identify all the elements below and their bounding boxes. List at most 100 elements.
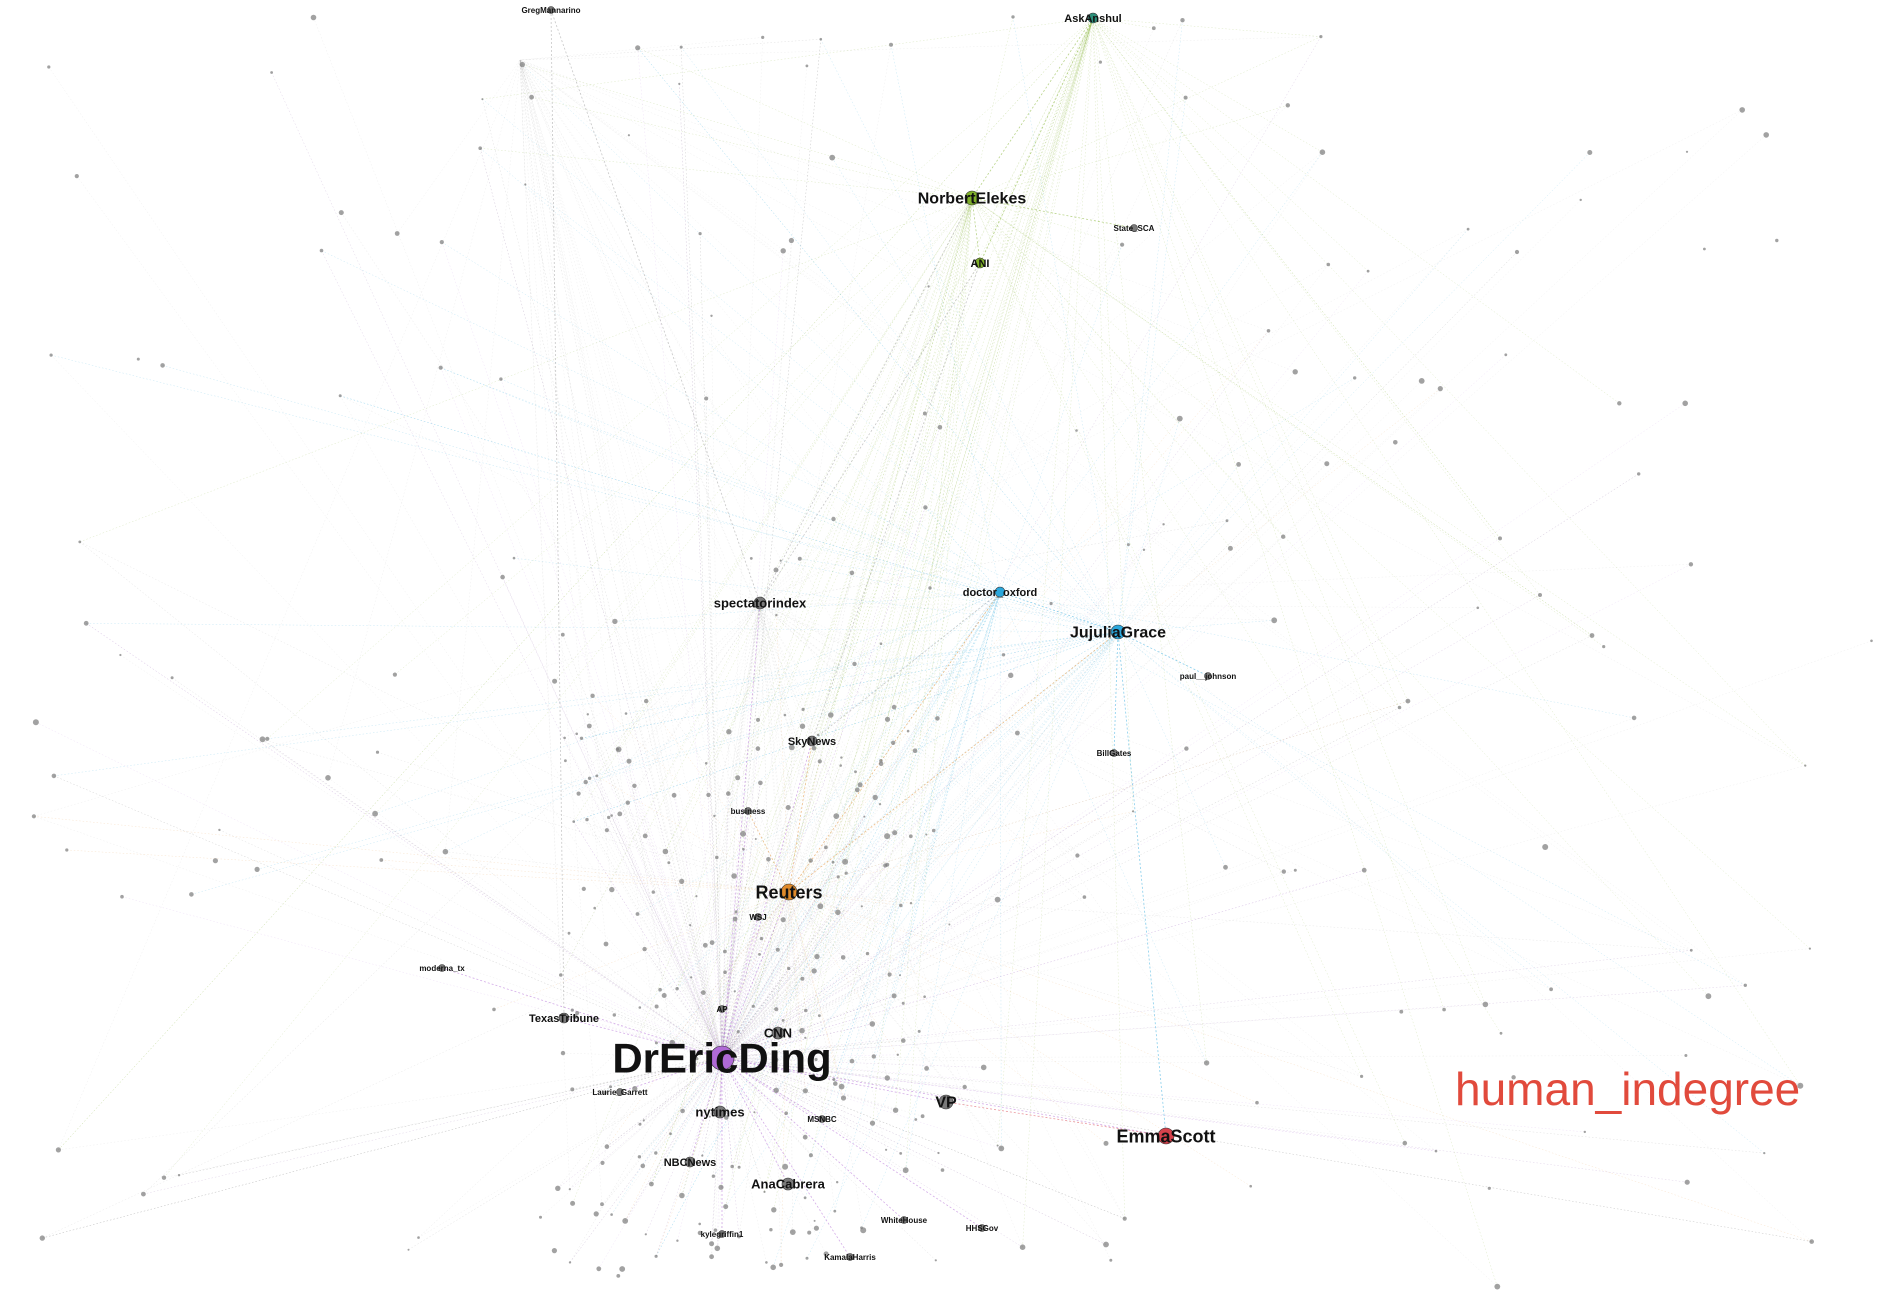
background-edge [676, 197, 973, 989]
background-edge [1117, 20, 1183, 633]
background-edge [773, 197, 973, 1210]
edge [811, 262, 981, 742]
background-node [836, 1181, 839, 1184]
background-edge [721, 1057, 1023, 1248]
background-edge [42, 1057, 723, 1239]
background-edge [721, 39, 821, 1059]
background-edge [999, 591, 1002, 1149]
background-edge [519, 37, 763, 61]
background-node [889, 42, 893, 47]
background-edge [681, 47, 723, 1059]
background-edge [721, 1057, 936, 1261]
background-edge [1092, 17, 1134, 812]
background-node [797, 556, 802, 561]
background-edge [519, 36, 1321, 61]
background-edge [519, 59, 673, 1043]
background-node [724, 1115, 729, 1120]
background-edge [721, 919, 736, 1059]
background-edge [721, 797, 876, 1059]
background-edge [628, 602, 761, 762]
background-node [1293, 868, 1297, 872]
background-edge [267, 631, 1119, 739]
node-anacabrera [781, 1177, 795, 1191]
background-edge [721, 872, 847, 1059]
background-edge [1117, 620, 1275, 633]
background-edge [721, 978, 803, 1059]
background-edge [664, 995, 723, 1059]
background-edge [706, 602, 761, 764]
background-node [1418, 378, 1425, 384]
background-edge [397, 59, 521, 234]
background-node [1476, 606, 1480, 610]
edge [788, 591, 1001, 893]
background-node [923, 505, 928, 510]
background-edge [721, 906, 862, 1059]
background-node [863, 815, 866, 818]
background-node [74, 174, 79, 179]
background-edge [759, 602, 1478, 608]
background-edge [721, 847, 827, 1059]
background-node [607, 815, 611, 820]
background-edge [721, 748, 815, 1059]
background-edge [721, 1057, 812, 1156]
background-node [177, 1174, 181, 1177]
background-edge [581, 738, 723, 1059]
background-node [572, 1014, 578, 1020]
background-node [83, 620, 89, 626]
background-edge [79, 541, 790, 893]
background-node [679, 1192, 685, 1199]
background-edge [637, 47, 723, 1059]
background-edge [721, 1057, 936, 1261]
background-node [940, 1168, 945, 1172]
background-edge [721, 912, 839, 1059]
background-edge [721, 1057, 1688, 1183]
background-edge [721, 377, 1355, 1059]
background-node [802, 1134, 808, 1140]
background-edge [702, 1057, 723, 1156]
background-edge [759, 602, 792, 748]
background-node [609, 1085, 612, 1089]
background-edge [418, 891, 790, 1238]
background-node [338, 394, 342, 398]
background-node [579, 736, 584, 740]
background-edge [721, 972, 726, 1059]
background-edge [519, 59, 925, 997]
node-label: AnaCabrera [751, 1177, 825, 1192]
background-edge [759, 602, 888, 1079]
node-label: NBCNews [664, 1157, 717, 1169]
background-edge [66, 849, 790, 893]
background-node [998, 1145, 1005, 1152]
background-node [1393, 440, 1398, 445]
background-edge [143, 1057, 723, 1195]
background-edge [721, 1057, 1812, 1242]
background-edge [681, 881, 723, 1059]
background-edge [171, 677, 723, 1059]
background-node [189, 892, 194, 897]
background-node [709, 1241, 715, 1247]
background-edge [670, 1057, 723, 1134]
background-edge [519, 59, 671, 1134]
background-edge [500, 378, 1001, 593]
node-hhsgov [978, 1224, 986, 1232]
background-node [780, 248, 786, 254]
edge [721, 810, 749, 1059]
background-edge [596, 197, 973, 777]
node-billgates [1110, 749, 1118, 757]
background-edge [721, 228, 1469, 1059]
background-edge [721, 970, 815, 1059]
background-edge [721, 371, 1296, 1059]
background-edge [502, 577, 723, 1059]
background-node [770, 1264, 776, 1271]
background-edge [724, 891, 790, 973]
background-edge [605, 943, 723, 1059]
background-edge [445, 591, 1001, 852]
background-edge [721, 985, 1746, 1059]
node-askanshul [1087, 12, 1099, 24]
background-node [1514, 249, 1520, 255]
background-node [899, 903, 903, 908]
background-edge [178, 1057, 723, 1176]
background-node [680, 1108, 685, 1114]
background-node [785, 805, 791, 810]
background-edge [759, 602, 1085, 898]
background-edge [721, 864, 888, 1059]
